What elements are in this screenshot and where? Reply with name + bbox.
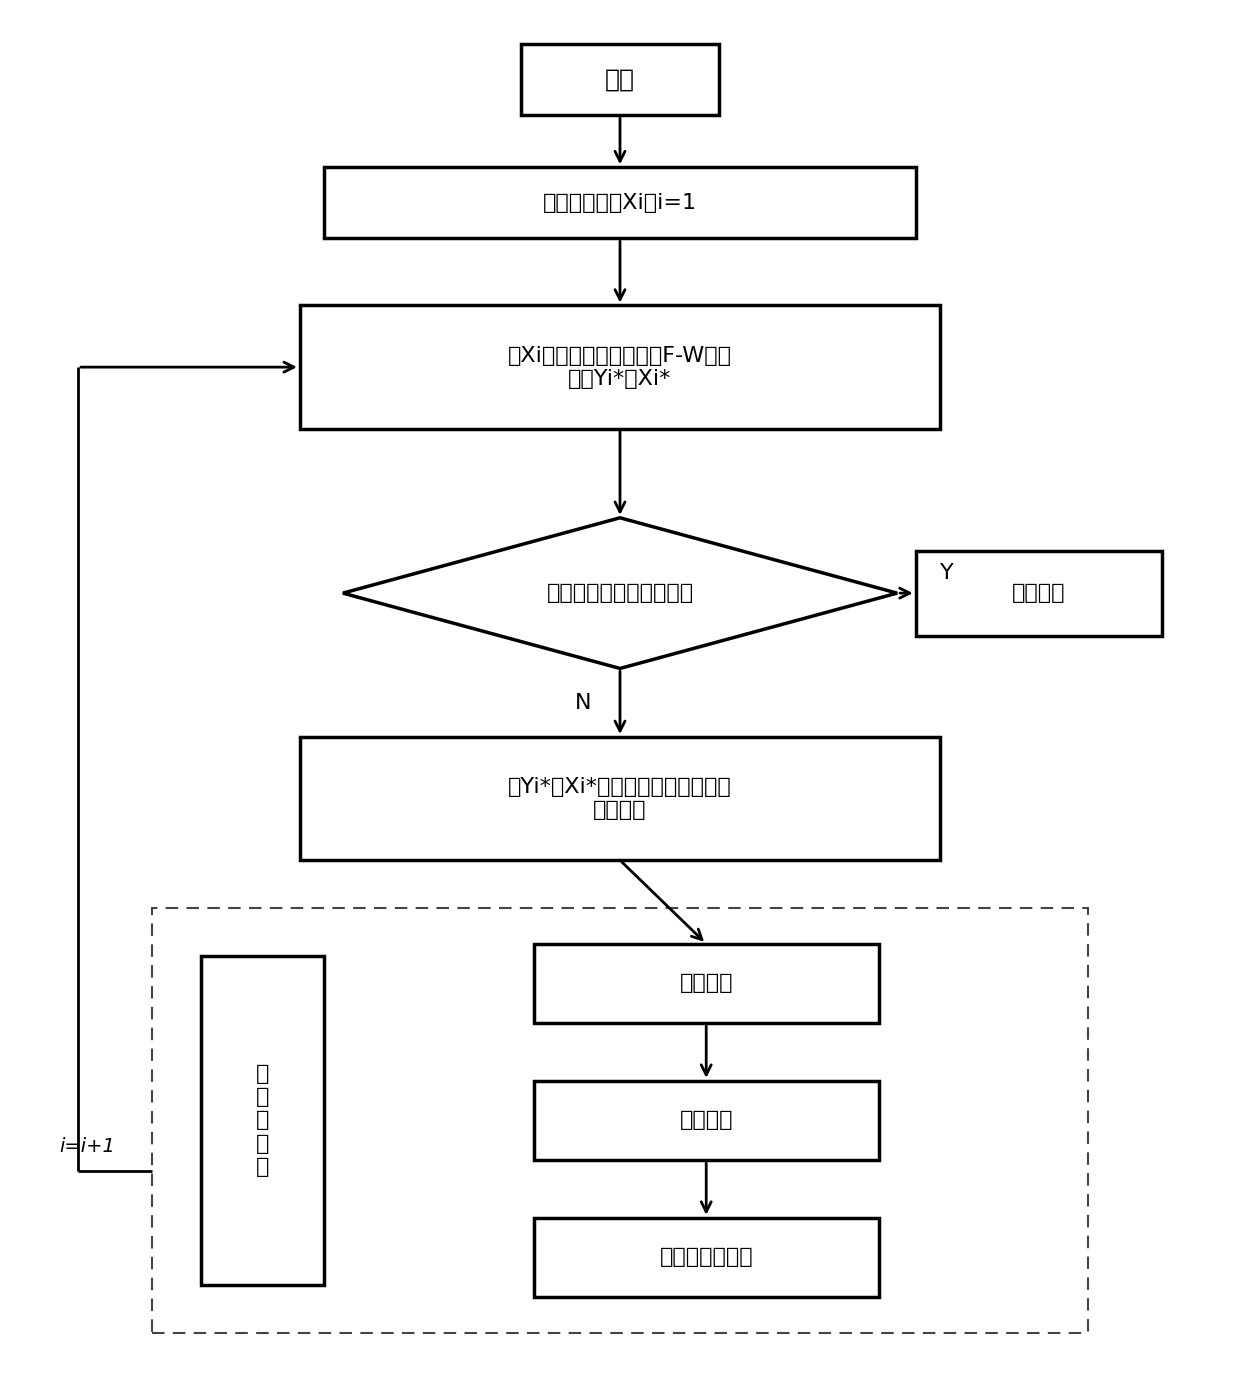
Bar [300,737,940,860]
Bar [201,956,325,1284]
Bar [533,1218,879,1297]
Bar [325,167,915,238]
Text: 更新速度: 更新速度 [680,973,733,994]
Text: 将Yi*和Xi*代入上层规划并计算适
应度函数: 将Yi*和Xi*代入上层规划并计算适 应度函数 [508,777,732,820]
Text: 计算适应度函数: 计算适应度函数 [660,1247,753,1268]
Text: Y: Y [940,562,954,583]
Text: i=i+1: i=i+1 [60,1137,115,1156]
Bar [915,551,1162,635]
Text: 更新位置: 更新位置 [680,1111,733,1130]
Text: 将Xi代入下层规划，并用F-W算法
求解Yi*和Xi*: 将Xi代入下层规划，并用F-W算法 求解Yi*和Xi* [508,346,732,389]
Bar [300,306,940,429]
Text: 算法结束: 算法结束 [1012,583,1065,604]
Text: 大于或等于最大迭代次数: 大于或等于最大迭代次数 [547,583,693,604]
Text: 开始: 开始 [605,68,635,91]
Bar [533,1080,879,1160]
Polygon shape [343,518,897,668]
Bar [522,44,718,116]
Text: 粒
子
群
算
法: 粒 子 群 算 法 [257,1064,269,1177]
Text: N: N [575,693,591,712]
Bar [153,908,1087,1333]
Bar [533,944,879,1024]
Text: 初始化，生成Xi令i=1: 初始化，生成Xi令i=1 [543,193,697,212]
